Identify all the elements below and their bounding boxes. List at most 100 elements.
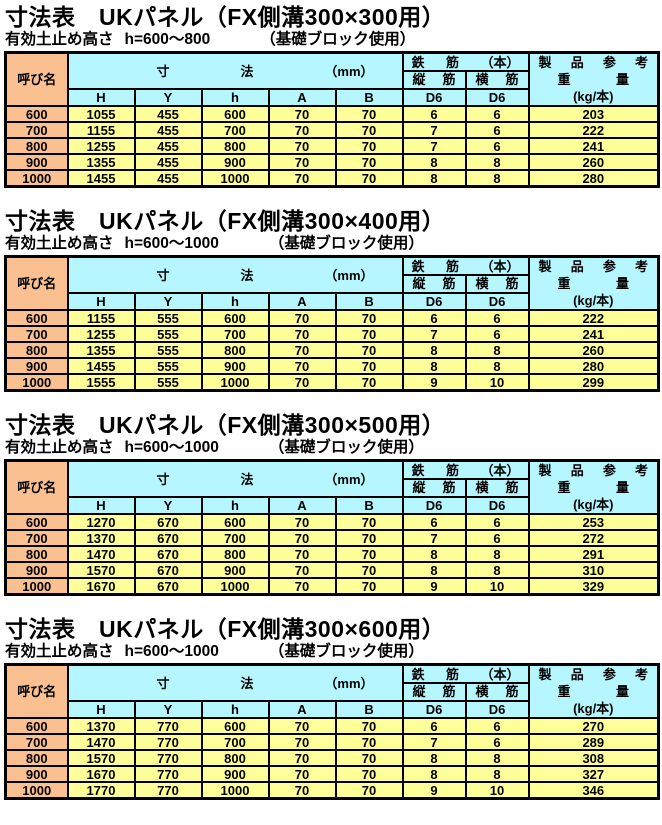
value-cell: 70 [334,577,404,596]
value-cell: 8 [401,545,467,564]
row-name-cell: 800 [4,137,69,156]
column-header-H: H [66,495,136,516]
section-subtitle: 有効土止め高さ h=600〜1000 （基礎ブロック使用） [5,643,662,660]
weight-unit: (kg/本) [573,89,614,105]
value-cell: 70 [334,169,404,188]
section-subtitle: 有効土止め高さ h=600〜1000 （基礎ブロック使用） [5,235,662,252]
value-cell: 8 [464,749,530,768]
value-cell: 272 [527,529,660,548]
section-title: 寸法表 UKパネル（FX側溝300×500用） [5,411,446,438]
value-cell: 10 [464,373,530,392]
value-cell: 70 [267,325,337,344]
value-cell: 70 [334,545,404,564]
value-cell: 260 [527,153,660,172]
value-cell: 1000 [200,373,270,392]
column-header-H: H [66,87,136,108]
value-cell: 253 [527,513,660,532]
value-cell: 900 [200,357,270,376]
value-cell: 222 [527,121,660,140]
section-title: 寸法表 UKパネル（FX側溝300×400用） [5,207,446,234]
value-cell: 70 [267,717,337,736]
value-cell: 70 [267,137,337,156]
value-cell: 8 [464,357,530,376]
value-cell: 1155 [66,121,136,140]
subtitle-label: 有効土止め高さ [5,643,114,661]
column-header-rebar-horizontal: 横筋 [464,273,530,294]
value-cell: 1370 [66,529,136,548]
value-cell: 1355 [66,341,136,360]
column-header-Y: Y [133,495,203,516]
row-name-cell: 800 [4,545,69,564]
value-cell: 1255 [66,325,136,344]
value-cell: 7 [401,529,467,548]
value-cell: 70 [334,733,404,752]
value-cell: 203 [527,105,660,124]
table-row: 700 1155 455 700 70 70 7 6 222 [4,121,660,140]
value-cell: 7 [401,121,467,140]
column-header-rebar: 鉄筋（本） [401,51,530,72]
row-name-cell: 800 [4,749,69,768]
subtitle-note: （基礎ブロック使用） [268,439,424,457]
value-cell: 700 [200,121,270,140]
value-cell: 8 [401,357,467,376]
value-cell: 70 [267,341,337,360]
value-cell: 70 [334,529,404,548]
value-cell: 800 [200,545,270,564]
subtitle-label: 有効土止め高さ [5,31,114,49]
value-cell: 1770 [66,781,136,800]
value-cell: 299 [527,373,660,392]
value-cell: 555 [133,309,203,328]
value-cell: 9 [401,577,467,596]
column-header-name: 呼び名 [4,663,69,720]
value-cell: 1470 [66,733,136,752]
column-header-h: h [200,291,270,312]
value-cell: 8 [464,341,530,360]
value-cell: 70 [267,733,337,752]
value-cell: 70 [267,545,337,564]
weight-unit: (kg/本) [573,293,614,309]
value-cell: 8 [464,545,530,564]
value-cell: 770 [133,749,203,768]
table-row: 700 1370 670 700 70 70 7 6 272 [4,529,660,548]
value-cell: 70 [334,121,404,140]
table-row: 600 1370 770 600 70 70 6 6 270 [4,717,660,736]
column-header-D6-vertical: D6 [401,699,467,720]
subtitle-height-range: h=600〜1000 [124,643,219,661]
value-cell: 9 [401,781,467,800]
value-cell: 70 [267,577,337,596]
column-header-A: A [267,291,337,312]
row-name-cell: 900 [4,561,69,580]
value-cell: 7 [401,325,467,344]
subtitle-note: （基礎ブロック使用） [268,235,424,253]
row-name-cell: 1000 [4,781,69,800]
value-cell: 70 [267,105,337,124]
column-header-h: h [200,87,270,108]
column-header-name: 呼び名 [4,255,69,312]
value-cell: 1670 [66,577,136,596]
value-cell: 1000 [200,169,270,188]
column-header-D6-vertical: D6 [401,291,467,312]
value-cell: 1000 [200,781,270,800]
value-cell: 1570 [66,561,136,580]
subtitle-height-range: h=600〜800 [124,31,211,49]
column-header-B: B [334,699,404,720]
value-cell: 70 [334,153,404,172]
value-cell: 70 [334,717,404,736]
row-name-cell: 1000 [4,577,69,596]
table-row: 700 1255 555 700 70 70 7 6 241 [4,325,660,344]
value-cell: 1355 [66,153,136,172]
value-cell: 6 [464,309,530,328]
value-cell: 346 [527,781,660,800]
column-header-A: A [267,699,337,720]
value-cell: 900 [200,765,270,784]
column-header-rebar-vertical: 縦筋 [401,273,467,294]
value-cell: 1000 [200,577,270,596]
column-header-h: h [200,495,270,516]
value-cell: 1270 [66,513,136,532]
table-row: 900 1455 555 900 70 70 8 8 280 [4,357,660,376]
column-header-B: B [334,291,404,312]
value-cell: 8 [401,561,467,580]
row-name-cell: 1000 [4,373,69,392]
value-cell: 1670 [66,765,136,784]
value-cell: 1255 [66,137,136,156]
